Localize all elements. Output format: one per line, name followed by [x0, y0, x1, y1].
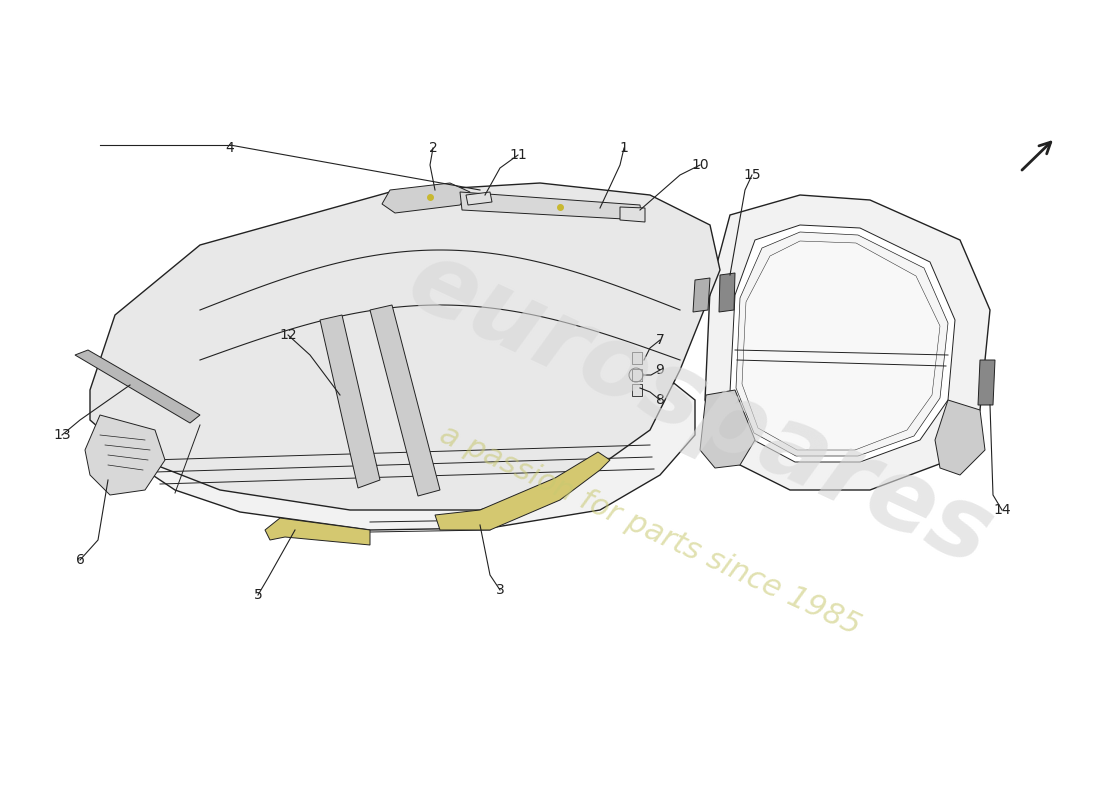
Text: 9: 9	[656, 363, 664, 377]
Polygon shape	[370, 305, 440, 496]
Polygon shape	[100, 380, 695, 530]
Polygon shape	[736, 232, 948, 456]
Polygon shape	[742, 241, 940, 450]
Text: 11: 11	[509, 148, 527, 162]
Text: 12: 12	[279, 328, 297, 342]
Polygon shape	[632, 369, 642, 381]
Text: 6: 6	[76, 553, 85, 567]
Polygon shape	[705, 195, 990, 490]
Text: 7: 7	[656, 333, 664, 347]
Text: 3: 3	[496, 583, 505, 597]
Text: 1: 1	[619, 141, 628, 155]
Polygon shape	[320, 315, 379, 488]
Text: 5: 5	[254, 588, 263, 602]
Polygon shape	[85, 415, 165, 495]
Polygon shape	[632, 384, 642, 396]
Polygon shape	[730, 225, 955, 462]
Text: 4: 4	[226, 141, 234, 155]
Text: 13: 13	[53, 428, 70, 442]
Text: 8: 8	[656, 393, 664, 407]
Polygon shape	[75, 350, 200, 423]
Polygon shape	[978, 360, 996, 405]
Text: 2: 2	[429, 141, 438, 155]
Polygon shape	[90, 183, 721, 510]
Polygon shape	[265, 518, 370, 545]
Text: 10: 10	[691, 158, 708, 172]
Text: eurospares: eurospares	[393, 232, 1008, 588]
Polygon shape	[693, 278, 710, 312]
Polygon shape	[719, 273, 735, 312]
Polygon shape	[935, 400, 984, 475]
Text: a passion for parts since 1985: a passion for parts since 1985	[434, 419, 865, 641]
Polygon shape	[382, 183, 470, 213]
Polygon shape	[620, 207, 645, 222]
Polygon shape	[466, 192, 492, 205]
Text: 15: 15	[744, 168, 761, 182]
Polygon shape	[700, 390, 755, 468]
Polygon shape	[460, 192, 642, 220]
Text: 14: 14	[993, 503, 1011, 517]
Polygon shape	[632, 352, 642, 364]
Polygon shape	[434, 452, 610, 530]
